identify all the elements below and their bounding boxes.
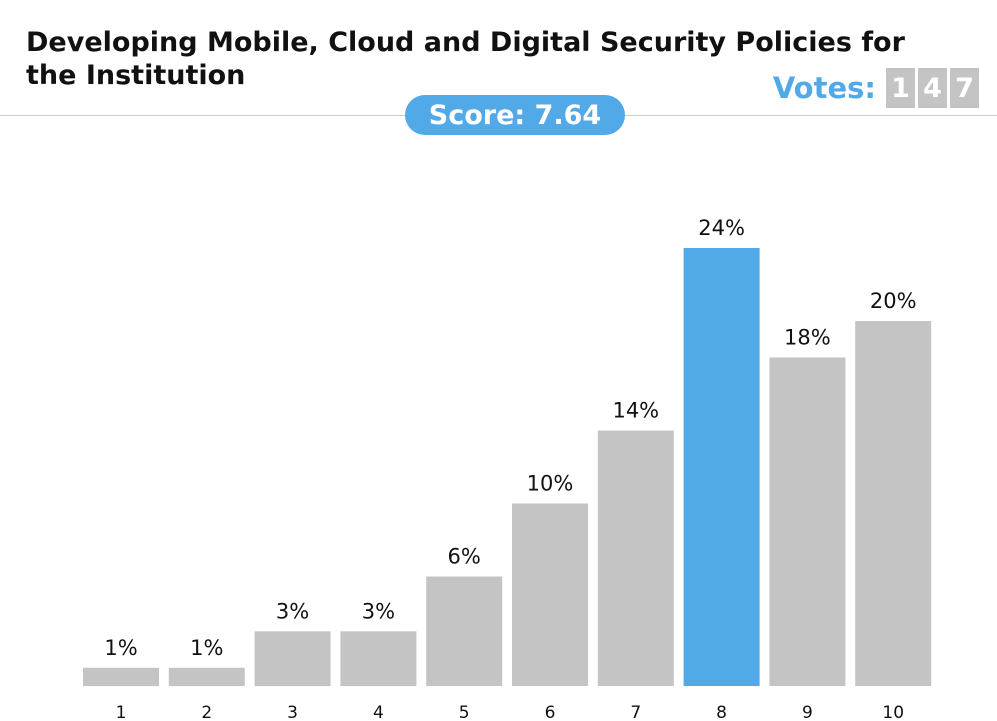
bar-value-label: 20% (870, 289, 917, 313)
bar-4 (340, 631, 417, 687)
bar-5 (426, 576, 503, 686)
bar-value-label: 3% (362, 599, 395, 623)
x-tick-label: 3 (287, 703, 298, 721)
bar-8 (683, 248, 760, 686)
bar-3 (254, 631, 331, 687)
bar-value-label: 24% (698, 216, 745, 240)
votes-digit: 7 (950, 68, 979, 108)
x-tick-label: 9 (802, 703, 813, 721)
votes-digits: 1 4 7 (886, 68, 979, 108)
x-tick-label: 6 (545, 703, 556, 721)
bar-2 (168, 667, 245, 687)
x-tick-label: 10 (882, 703, 904, 721)
chart-title: Developing Mobile, Cloud and Digital Sec… (26, 27, 905, 91)
bar-6 (512, 503, 588, 686)
bar-value-label: 1% (190, 636, 223, 660)
votes-digit: 4 (918, 68, 947, 108)
bar-value-label: 10% (527, 472, 574, 496)
bar-7 (597, 430, 674, 686)
x-tick-label: 2 (201, 703, 212, 721)
bar-value-label: 18% (784, 326, 831, 350)
bar-value-label: 14% (612, 399, 659, 423)
bar-value-label: 1% (104, 636, 137, 660)
x-tick-label: 5 (459, 703, 470, 721)
votes-label: Votes: (772, 71, 876, 105)
bar-10 (855, 321, 932, 686)
x-tick-label: 4 (373, 703, 384, 721)
score-badge: Score: 7.64 (405, 95, 625, 135)
votes-counter: Votes: 1 4 7 (773, 68, 979, 108)
bar-1 (83, 667, 159, 687)
bar-value-label: 3% (276, 599, 309, 623)
x-tick-label: 1 (116, 703, 127, 721)
x-tick-label: 7 (630, 703, 641, 721)
bar-value-label: 6% (448, 545, 481, 569)
x-tick-label: 8 (716, 703, 727, 721)
votes-digit: 1 (886, 68, 915, 108)
bar-9 (769, 357, 846, 686)
